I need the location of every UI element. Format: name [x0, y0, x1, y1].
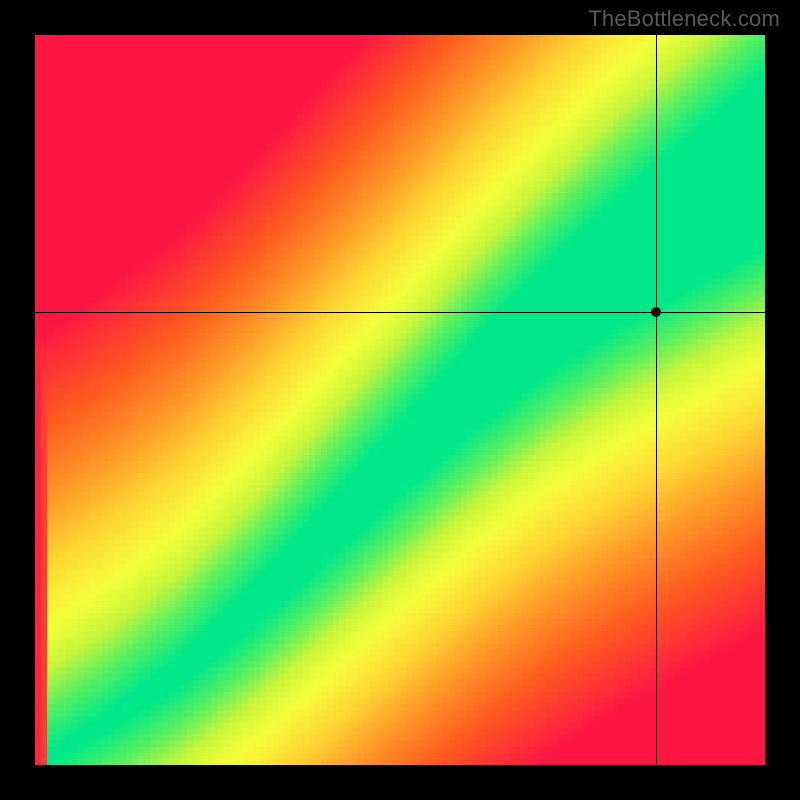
- watermark-text: TheBottleneck.com: [588, 6, 780, 32]
- crosshair-vertical: [656, 35, 657, 765]
- crosshair-point: [651, 307, 661, 317]
- plot-area: [35, 35, 765, 765]
